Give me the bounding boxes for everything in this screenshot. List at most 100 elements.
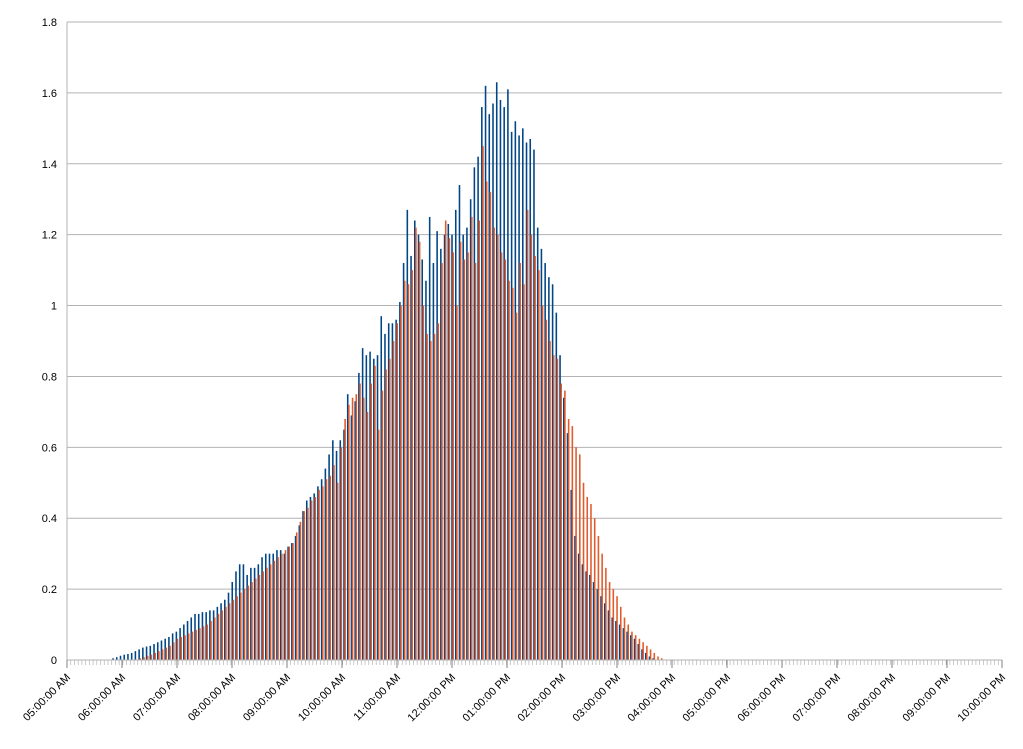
bar-series-2 (389, 358, 391, 660)
bar-series-1 (268, 553, 271, 660)
bar-series-1 (343, 429, 345, 660)
bar-series-1 (138, 649, 140, 660)
x-tick-label: 05:00:00 AM (21, 672, 73, 724)
bar-series-1 (488, 114, 491, 660)
bar-series-1 (224, 599, 226, 660)
bar-series-1 (391, 323, 394, 660)
bar-series-1 (309, 496, 312, 660)
bar-series-1 (406, 209, 409, 660)
bar-series-1 (637, 644, 640, 660)
bar-series-1 (216, 606, 219, 660)
bar-series-2 (202, 626, 205, 660)
y-tick-label: 1 (51, 301, 57, 313)
bar-series-2 (273, 560, 276, 660)
bar-series-2 (623, 617, 626, 660)
x-tick-label: 02:00:00 PM (516, 672, 569, 725)
bar-series-1 (220, 603, 222, 660)
bar-series-2 (385, 369, 387, 660)
bar-series-1 (633, 638, 636, 660)
bar-series-1 (171, 633, 174, 660)
bar-series-1 (525, 142, 528, 660)
bar-series-2 (485, 181, 488, 660)
bar-series-2 (642, 642, 644, 660)
bar-series-1 (648, 656, 651, 660)
bar-series-1 (395, 319, 397, 660)
bar-series-1 (536, 227, 539, 661)
bar-series-2 (403, 280, 406, 660)
x-tick-label: 09:00:00 PM (901, 672, 954, 725)
bar-series-1 (346, 394, 349, 660)
bar-series-1 (428, 216, 431, 660)
bar-series-2 (292, 543, 294, 660)
bar-series-2 (530, 234, 533, 660)
bar-series-1 (514, 121, 517, 660)
bar-series-2 (601, 553, 603, 660)
bar-series-2 (556, 358, 559, 660)
bar-series-1 (194, 613, 196, 660)
bar-series-1 (190, 617, 193, 660)
bar-series-2 (523, 284, 525, 660)
bar-series-1 (201, 612, 204, 660)
bar-series-1 (197, 613, 200, 660)
bar-series-2 (221, 610, 223, 660)
bar-series-1 (328, 454, 330, 660)
bar-series-2 (612, 589, 615, 660)
bar-series-2 (284, 550, 287, 660)
bar-series-2 (526, 209, 529, 660)
bar-series-1 (518, 135, 520, 660)
bar-series-1 (641, 649, 643, 660)
bar-series-1 (522, 128, 524, 661)
y-tick-label: 0 (51, 655, 57, 667)
bar-series-1 (402, 263, 405, 660)
bar-series-2 (329, 475, 331, 660)
bar-series-2 (657, 656, 659, 660)
bar-series-2 (362, 397, 365, 660)
bar-series-1 (369, 351, 371, 660)
bar-series-2 (605, 567, 607, 660)
bar-series-1 (432, 263, 435, 660)
bar-series-1 (212, 610, 215, 660)
x-tick-label: 07:00:00 AM (131, 672, 183, 724)
bar-series-1 (555, 312, 558, 660)
bar-series-1 (618, 624, 621, 660)
bar-series-1 (540, 248, 543, 660)
bar-series-2 (307, 507, 309, 660)
bar-series-1 (209, 610, 211, 660)
bar-series-2 (359, 383, 361, 660)
bar-series-2 (619, 606, 622, 660)
bar-series-1 (119, 655, 122, 660)
bar-series-2 (146, 655, 149, 660)
bar-series-2 (616, 596, 618, 660)
bar-series-2 (634, 635, 637, 660)
x-tick-label: 11:00:00 AM (352, 672, 404, 724)
bar-series-1 (484, 85, 487, 661)
bar-series-2 (348, 404, 350, 660)
bar-series-1 (399, 302, 401, 660)
bar-series-2 (172, 642, 175, 660)
bar-series-2 (452, 252, 454, 660)
bar-series-1 (384, 333, 386, 660)
bar-series-2 (154, 652, 156, 660)
bar-series-1 (272, 553, 275, 660)
bar-series-1 (365, 355, 368, 660)
bar-series-2 (627, 624, 630, 660)
bar-series-2 (299, 521, 302, 660)
bar-series-1 (179, 628, 181, 660)
bar-series-1 (425, 280, 427, 660)
bar-series-1 (361, 348, 364, 660)
bar-series-1 (261, 557, 263, 660)
bar-series-1 (413, 220, 416, 660)
bar-series-2 (139, 658, 142, 660)
bar-series-2 (415, 227, 417, 661)
bar-series-1 (354, 401, 356, 660)
bar-series-1 (473, 167, 476, 661)
bar-series-1 (615, 621, 617, 660)
bar-series-1 (317, 486, 319, 660)
bar-series-1 (626, 631, 628, 660)
bar-series-1 (257, 564, 260, 660)
x-tick-label: 10:00:00 AM (296, 672, 348, 724)
bar-series-1 (350, 415, 353, 660)
bar-series-1 (149, 645, 152, 660)
x-tick-label: 07:00:00 PM (791, 672, 844, 725)
